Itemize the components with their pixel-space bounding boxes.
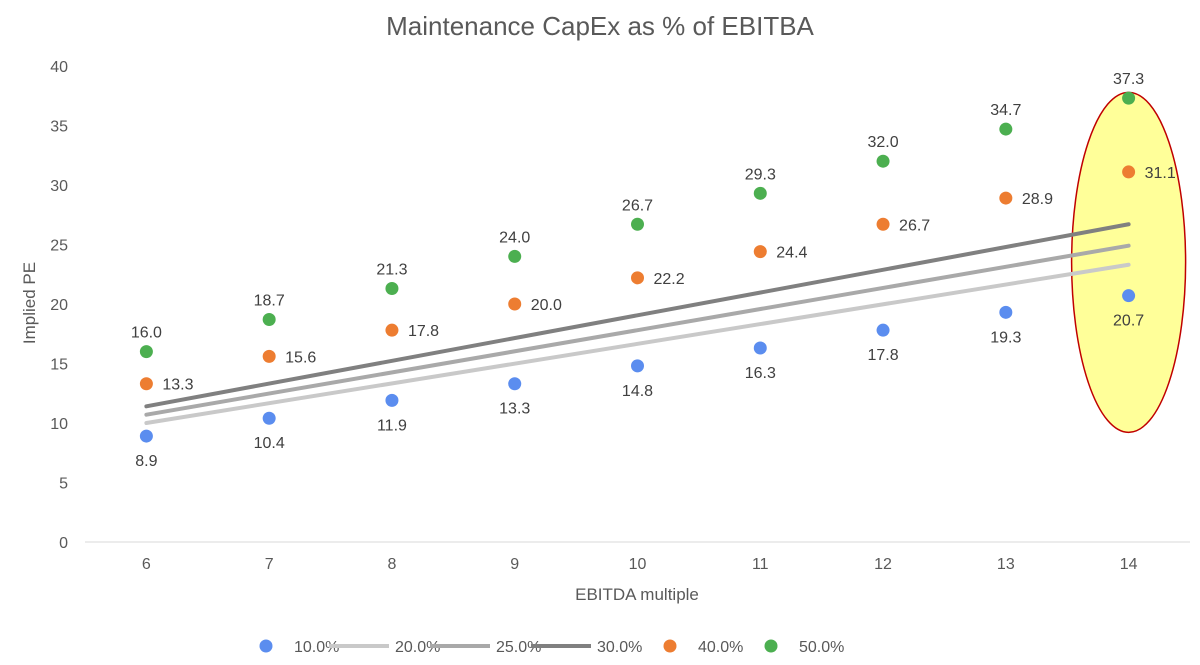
data-point <box>1122 289 1136 303</box>
x-tick-label: 14 <box>1120 556 1138 573</box>
x-tick-label: 9 <box>510 556 519 573</box>
y-tick-label: 15 <box>50 357 68 374</box>
data-point <box>508 297 522 311</box>
data-point <box>999 305 1013 319</box>
x-axis-title: EBITDA multiple <box>575 585 699 604</box>
data-label: 15.6 <box>285 349 316 366</box>
highlight-ellipse <box>1070 91 1187 434</box>
data-point <box>753 186 767 200</box>
data-point <box>631 271 644 285</box>
data-point <box>385 282 399 296</box>
legend-item: 50.0% <box>764 639 844 656</box>
y-axis-title: Implied PE <box>20 262 39 344</box>
data-label: 28.9 <box>1022 191 1053 208</box>
legend-marker <box>259 639 273 653</box>
legend-label: 10.0% <box>294 639 339 656</box>
data-label: 17.8 <box>408 323 439 340</box>
data-point <box>631 359 644 373</box>
x-tick-label: 8 <box>387 556 396 573</box>
data-label: 24.4 <box>776 245 807 262</box>
data-label: 17.8 <box>867 347 898 364</box>
y-tick-label: 35 <box>50 119 68 136</box>
data-point <box>139 377 153 391</box>
data-point <box>508 377 522 391</box>
data-point <box>262 312 276 326</box>
data-point <box>753 341 767 355</box>
legend-label: 25.0% <box>496 639 541 656</box>
y-tick-label: 40 <box>50 59 68 76</box>
data-label: 19.3 <box>990 329 1021 346</box>
x-tick-label: 7 <box>265 556 274 573</box>
data-point <box>385 323 399 337</box>
data-point <box>262 411 276 425</box>
y-tick-label: 30 <box>50 178 68 195</box>
y-tick-label: 5 <box>59 476 68 493</box>
legend-label: 30.0% <box>597 639 642 656</box>
data-label: 29.3 <box>745 166 776 183</box>
data-label: 32.0 <box>867 134 898 151</box>
x-tick-label: 12 <box>874 556 892 573</box>
data-point <box>999 122 1013 136</box>
data-point <box>876 154 890 168</box>
data-label: 20.0 <box>531 297 562 314</box>
data-label: 13.3 <box>499 401 530 418</box>
data-point <box>999 191 1013 205</box>
data-point <box>139 429 153 443</box>
y-tick-label: 10 <box>50 416 68 433</box>
legend-item: 40.0% <box>663 639 743 656</box>
x-tick-label: 13 <box>997 556 1015 573</box>
data-point <box>876 323 890 337</box>
data-label: 14.8 <box>622 383 653 400</box>
legend-item: 20.0% <box>329 639 440 656</box>
series-line-25.0% <box>144 243 1131 417</box>
data-label: 11.9 <box>377 417 407 434</box>
x-tick-label: 11 <box>752 556 769 573</box>
data-point <box>1122 91 1136 105</box>
data-label: 20.7 <box>1113 313 1144 330</box>
y-tick-label: 0 <box>59 535 68 552</box>
data-label: 31.1 <box>1145 165 1176 182</box>
series-line-20.0% <box>144 262 1131 425</box>
data-label: 34.7 <box>990 102 1021 119</box>
legend-label: 50.0% <box>799 639 844 656</box>
data-label: 21.3 <box>376 262 407 279</box>
legend-label: 40.0% <box>698 639 743 656</box>
data-point <box>876 217 890 231</box>
legend-marker <box>764 639 778 653</box>
data-point <box>753 245 767 259</box>
data-label: 26.7 <box>899 217 930 234</box>
legend-label: 20.0% <box>395 639 440 656</box>
chart-title: Maintenance CapEx as % of EBITBA <box>386 11 814 41</box>
data-label: 18.7 <box>254 292 285 309</box>
x-tick-label: 10 <box>629 556 647 573</box>
data-point <box>1122 165 1136 179</box>
data-label: 16.3 <box>745 365 776 382</box>
data-point <box>631 217 644 231</box>
series-line-30.0% <box>144 222 1131 409</box>
data-label: 16.0 <box>131 325 162 342</box>
y-tick-label: 25 <box>50 238 68 255</box>
data-point <box>508 249 522 263</box>
legend-item: 10.0% <box>259 639 339 656</box>
data-label: 10.4 <box>254 435 285 452</box>
data-label: 13.3 <box>162 377 193 394</box>
data-label: 26.7 <box>622 197 653 214</box>
data-point <box>262 349 276 363</box>
legend-marker <box>663 639 677 653</box>
y-tick-label: 20 <box>50 297 68 314</box>
data-label: 24.0 <box>499 229 530 246</box>
legend-item: 30.0% <box>531 639 642 656</box>
data-label: 37.3 <box>1113 71 1144 88</box>
data-point <box>139 345 153 359</box>
data-point <box>385 393 399 407</box>
data-label: 8.9 <box>135 453 157 470</box>
data-label: 22.2 <box>654 271 685 288</box>
legend-item: 25.0% <box>430 639 541 656</box>
x-tick-label: 6 <box>142 556 151 573</box>
